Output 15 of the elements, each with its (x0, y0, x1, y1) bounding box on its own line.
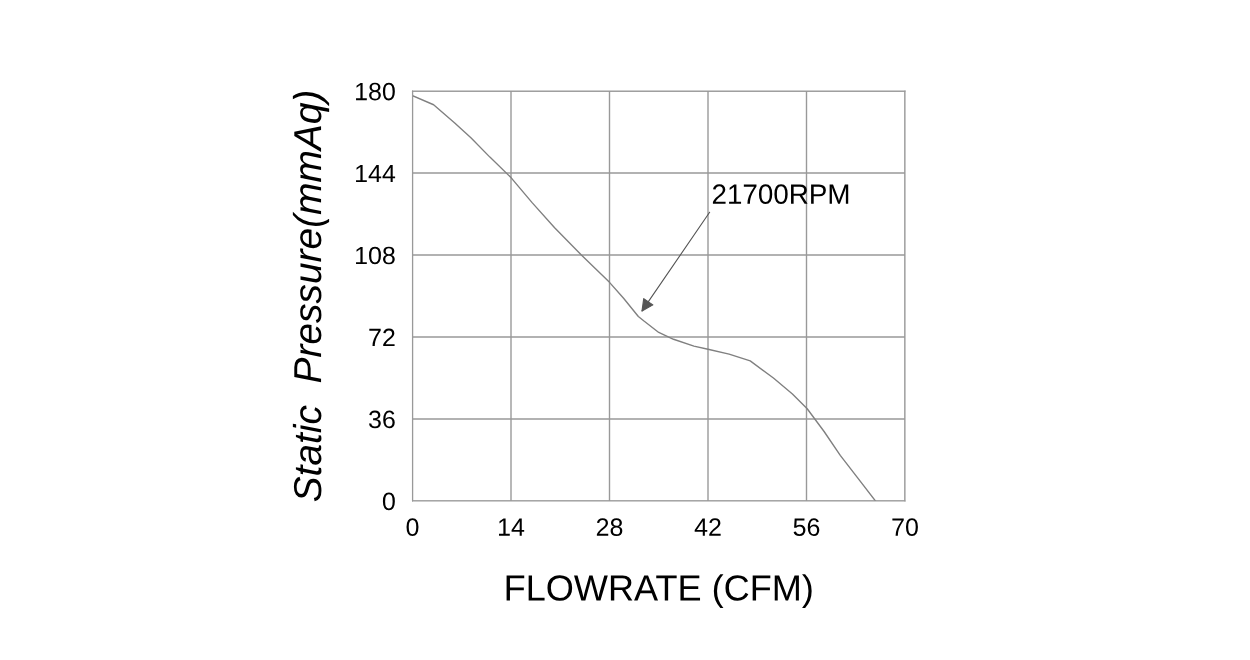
y-axis-title: Static Pressure(mmAq) (292, 91, 330, 502)
x-tick-label: 42 (694, 518, 721, 536)
x-tick-label: 70 (892, 518, 918, 536)
x-axis-title: FLOWRATE (CFM) (506, 574, 812, 608)
x-tick-label: 56 (793, 518, 820, 536)
annotation: 21700RPM (712, 184, 849, 204)
y-tick-label: 144 (356, 164, 396, 183)
x-tick-label: 0 (406, 518, 419, 536)
y-tick-label: 72 (369, 328, 395, 347)
x-tick-label: 14 (499, 518, 525, 536)
y-tick-label: 36 (368, 410, 395, 429)
y-tick-label: 108 (356, 246, 395, 265)
x-tick-label: 28 (596, 518, 623, 536)
y-tick-label: 180 (356, 82, 395, 101)
y-tick-label: 0 (382, 492, 395, 511)
